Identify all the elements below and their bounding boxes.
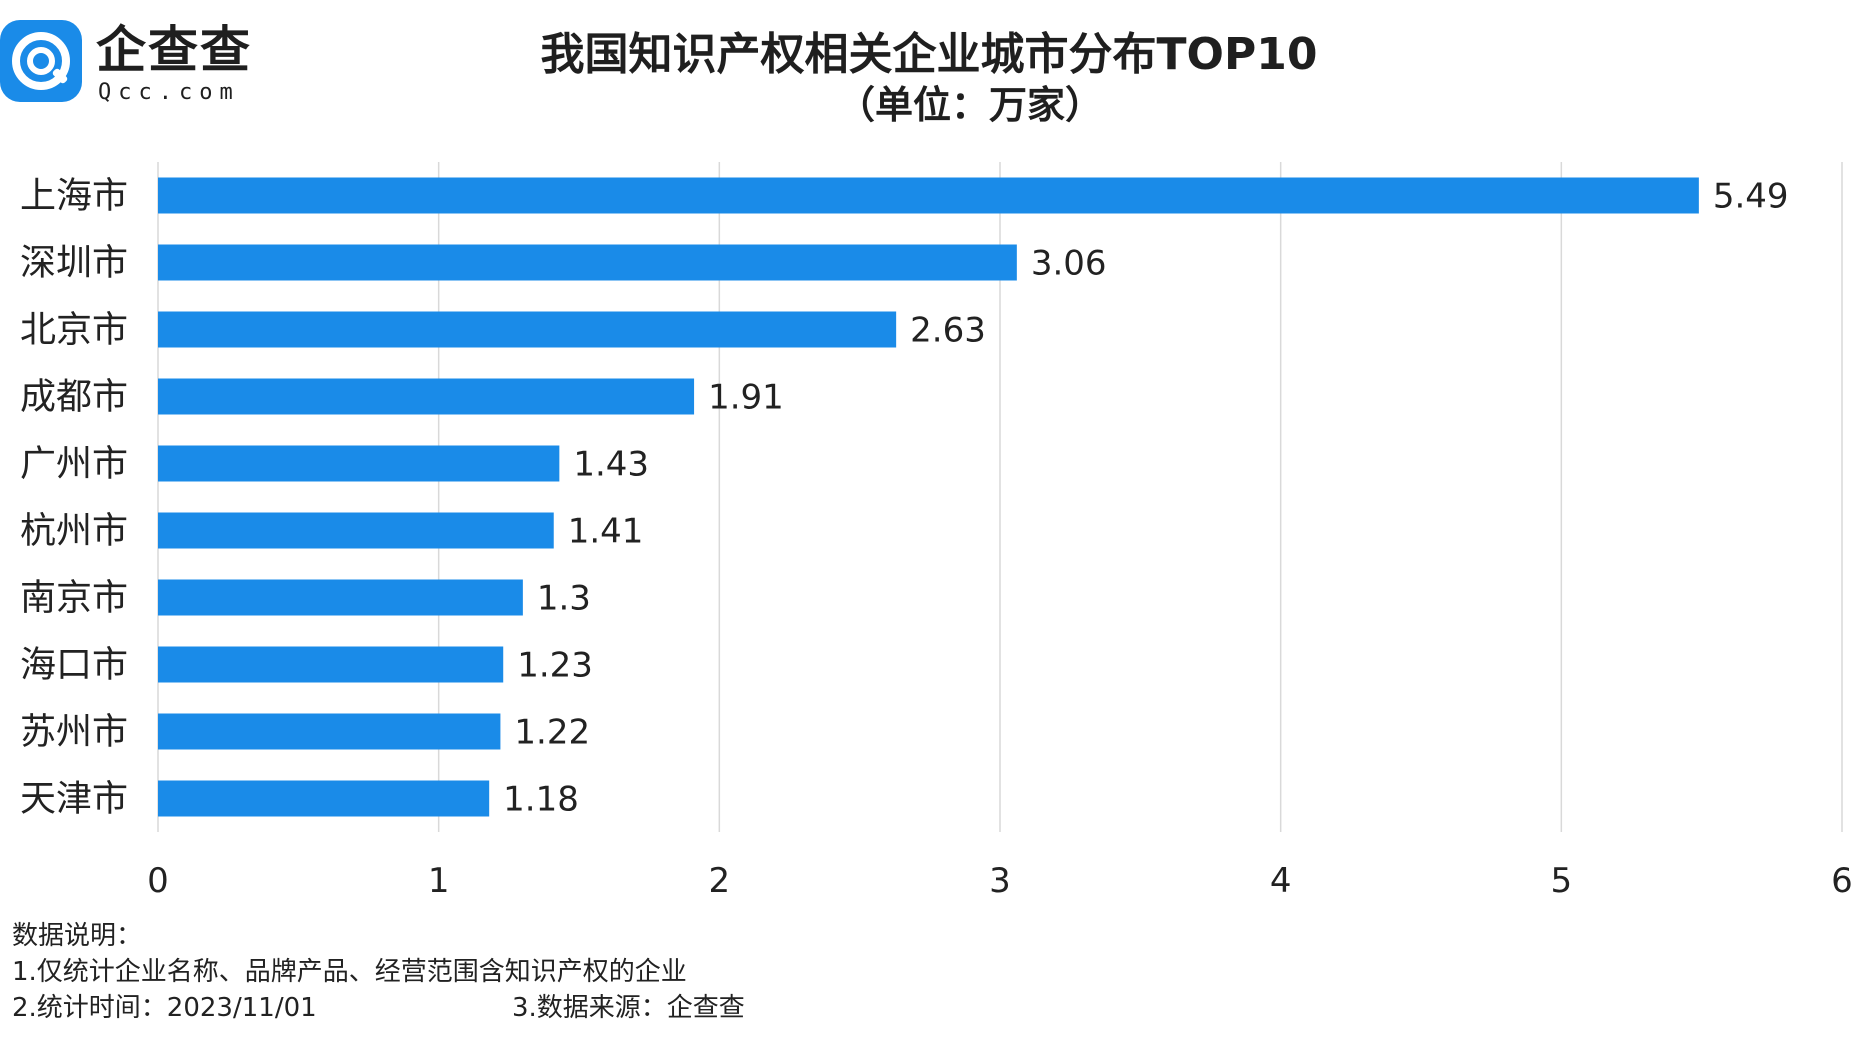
notes-line-2: 2.统计时间：2023/11/01 (12, 993, 317, 1023)
bar (158, 646, 504, 683)
qcc-logo-icon (0, 20, 82, 102)
bar (158, 311, 897, 348)
value-label: 1.43 (573, 445, 649, 485)
x-tick-label: 2 (709, 861, 731, 901)
bar (158, 780, 490, 817)
value-label: 1.41 (568, 512, 644, 552)
chart-title: 我国知识产权相关企业城市分布TOP10 (540, 29, 1318, 80)
notes-line-2-row: 2.统计时间：2023/11/01 3.数据来源：企查查 (12, 990, 745, 1026)
data-notes: 数据说明： 1.仅统计企业名称、品牌产品、经营范围含知识产权的企业 2.统计时间… (12, 918, 745, 1026)
category-label: 杭州市 (20, 511, 128, 552)
chart-subtitle: （单位：万家） (836, 83, 1103, 127)
value-label: 2.63 (910, 311, 986, 351)
category-label: 上海市 (20, 176, 128, 217)
x-tick-label: 0 (147, 861, 169, 901)
x-tick-label: 3 (989, 861, 1011, 901)
category-label: 天津市 (20, 779, 128, 820)
x-tick-label: 6 (1831, 861, 1853, 901)
value-label: 1.22 (514, 713, 590, 753)
value-label: 1.18 (503, 780, 579, 820)
bar (158, 579, 523, 616)
bar-chart: 0 1 2 3 4 5 6 上海市 5.49 深圳市 3.06 北京市 2.63 成都市 1.91 广州市 1.… (20, 162, 1853, 901)
x-tick-label: 1 (428, 861, 450, 901)
notes-source: 3.数据来源：企查查 (512, 993, 745, 1023)
bar (158, 445, 560, 482)
notes-heading: 数据说明： (12, 921, 143, 951)
qcc-logo: 企查查 Qcc.com (0, 20, 280, 110)
bar (158, 378, 695, 415)
category-label: 深圳市 (20, 243, 128, 284)
category-label: 广州市 (20, 444, 128, 485)
value-label: 3.06 (1031, 244, 1107, 284)
value-label: 5.49 (1713, 177, 1789, 217)
value-label: 1.91 (708, 378, 784, 418)
x-tick-label: 4 (1270, 861, 1292, 901)
bar (158, 244, 1017, 281)
notes-line-1: 1.仅统计企业名称、品牌产品、经营范围含知识产权的企业 (12, 957, 687, 987)
category-label: 南京市 (20, 578, 128, 619)
logo-name: 企查查 (96, 21, 252, 79)
bar (158, 713, 501, 750)
category-label: 北京市 (20, 310, 128, 351)
value-label: 1.23 (517, 646, 593, 686)
category-label: 苏州市 (20, 712, 128, 753)
category-label: 成都市 (20, 377, 128, 418)
x-tick-label: 5 (1551, 861, 1573, 901)
bar (158, 177, 1699, 214)
value-label: 1.3 (537, 579, 591, 619)
logo-domain: Qcc.com (98, 80, 240, 105)
category-label: 海口市 (20, 645, 128, 686)
bar (158, 512, 554, 549)
